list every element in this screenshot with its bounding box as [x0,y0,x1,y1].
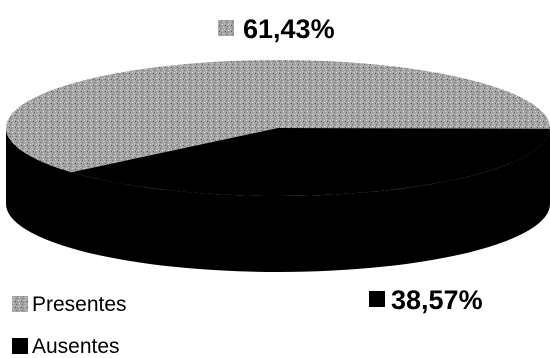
data-label-swatch-presentes [218,20,234,36]
legend-swatch-presentes [12,296,28,312]
legend-swatch-ausentes [12,338,28,354]
legend-label-ausentes: Ausentes [32,335,120,358]
pie-body [6,59,550,272]
pie-slice-ausentes [71,128,550,196]
pie-side-ausentes [6,128,550,272]
legend: Presentes Ausentes [12,293,127,358]
data-label-ausentes: 38,57% [391,285,483,315]
data-label-swatch-ausentes [369,291,385,307]
data-label-presentes: 61,43% [243,14,335,44]
pie-slice-presentes [6,59,550,173]
legend-label-presentes: Presentes [32,293,127,316]
